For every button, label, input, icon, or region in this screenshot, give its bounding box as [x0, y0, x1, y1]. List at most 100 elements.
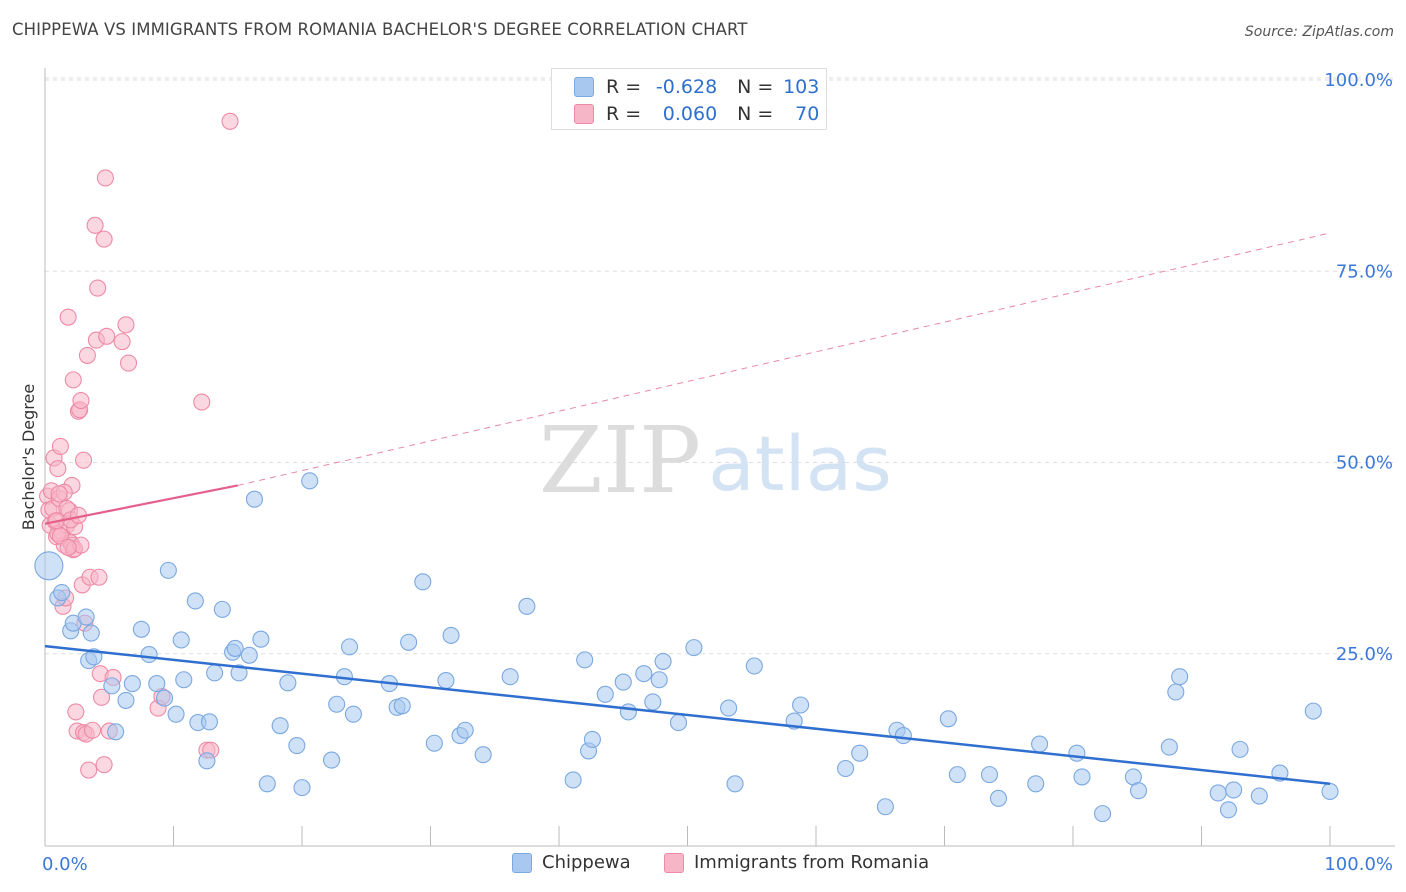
- chippewa-point: [576, 651, 594, 669]
- chippewa-point: [1094, 805, 1112, 823]
- chippewa-point: [720, 699, 738, 717]
- romania-point: [98, 327, 116, 345]
- chippewa-point: [644, 693, 662, 711]
- chippewa-point: [414, 573, 432, 591]
- chippewa-point: [685, 639, 703, 657]
- chippewa-point: [669, 714, 688, 732]
- legend-item-chippewa[interactable]: Chippewa: [512, 852, 631, 873]
- chippewa-point: [989, 789, 1008, 807]
- legend-label-chippewa: Chippewa: [542, 852, 631, 873]
- romania-point: [78, 346, 96, 364]
- chippewa-point: [425, 734, 443, 752]
- chippewa-point: [226, 639, 244, 657]
- chippewa-point: [650, 671, 668, 689]
- chippewa-point: [186, 592, 204, 610]
- chippewa-point: [213, 600, 231, 618]
- chippewa-point: [271, 717, 289, 735]
- chippewa-point: [1027, 775, 1045, 793]
- romania-point: [59, 538, 77, 556]
- chippewa-point: [245, 490, 264, 508]
- romania-point: [95, 756, 113, 774]
- y-tick-label: 50.0%: [1336, 453, 1393, 474]
- chippewa-point: [745, 657, 763, 675]
- chippewa-point: [980, 766, 999, 784]
- chippewa-point: [323, 751, 341, 769]
- chippewa-point: [167, 705, 185, 723]
- x-tick-label-min: 0.0%: [42, 854, 88, 875]
- romania-point: [113, 333, 131, 351]
- source-credit: Source: ZipAtlas.com: [1244, 24, 1394, 40]
- chippewa-point: [279, 674, 297, 692]
- chippewa-point: [619, 703, 637, 721]
- romania-point: [50, 485, 68, 503]
- chippewa-point: [132, 620, 150, 638]
- watermark-atlas: atlas: [708, 419, 892, 508]
- chippewa-point: [175, 671, 193, 689]
- chippewa-point: [159, 561, 177, 579]
- chippewa-point: [198, 752, 216, 770]
- chippewa-point: [1304, 702, 1322, 720]
- chippewa-point: [148, 675, 166, 693]
- chippewa-point: [948, 766, 966, 784]
- trend-lines: [44, 232, 1331, 786]
- chippewa-point: [206, 664, 224, 682]
- series-legend: Chippewa Immigrants from Romania: [0, 852, 1406, 878]
- romania-point: [51, 437, 69, 455]
- romania-point: [86, 216, 104, 234]
- chippewa-point: [474, 746, 492, 764]
- chippewa-point: [288, 736, 306, 755]
- romania-point: [92, 688, 111, 706]
- chippewa-point: [252, 630, 270, 648]
- chippewa-point: [200, 713, 219, 731]
- legend-label-romania: Immigrants from Romania: [694, 852, 930, 873]
- chippewa-point: [107, 723, 125, 741]
- chippewa-point: [258, 775, 276, 793]
- chippewa-point: [293, 779, 311, 797]
- romania-trend-line: [44, 484, 238, 525]
- watermark-zip: ZIP: [539, 407, 701, 514]
- chippewa-point: [301, 472, 319, 490]
- chippewa-point: [117, 691, 135, 709]
- romania-swatch: [574, 104, 594, 124]
- chippewa-point: [1250, 787, 1268, 805]
- correlation-legend: R = -0.628 N = 103 R = 0.060 N = 70: [551, 68, 827, 130]
- romania-swatch: [664, 852, 684, 873]
- romania-point: [64, 371, 82, 389]
- chippewa-point: [939, 710, 957, 728]
- legend-item-romania[interactable]: Immigrants from Romania: [664, 852, 929, 873]
- chippewa-point: [654, 652, 672, 670]
- chippewa-point: [564, 771, 582, 789]
- chippewa-point: [876, 798, 894, 816]
- chippewa-point: [1209, 784, 1227, 802]
- chippewa-point: [1225, 781, 1243, 799]
- gridlines: [45, 77, 1395, 655]
- chippewa-point: [172, 631, 190, 649]
- chippewa-point: [894, 727, 912, 745]
- chippewa-point: [1321, 782, 1339, 801]
- r-value-romania: 0.060: [662, 103, 718, 125]
- chippewa-point: [393, 697, 411, 715]
- romania-point: [193, 393, 211, 411]
- chippewa-point: [103, 677, 121, 695]
- r-label: R =: [606, 103, 642, 125]
- axes: [44, 68, 1395, 847]
- chippewa-point: [1160, 738, 1178, 756]
- romania-point: [75, 451, 93, 469]
- y-tick-label: 75.0%: [1336, 261, 1393, 282]
- chippewa-point: [726, 775, 744, 793]
- romania-point: [83, 721, 102, 739]
- chippewa-point: [155, 689, 174, 707]
- chippewa-point: [442, 626, 460, 644]
- chippewa-point: [583, 730, 601, 748]
- r-label: R =: [606, 76, 642, 98]
- romania-point: [49, 460, 67, 478]
- chippewa-point: [123, 675, 141, 693]
- chippewa-point: [851, 744, 869, 762]
- chippewa-point: [1219, 801, 1238, 819]
- chippewa-point: [635, 665, 653, 683]
- chippewa-point: [501, 668, 519, 686]
- chippewa-swatch: [574, 77, 594, 97]
- chippewa-point: [1129, 782, 1148, 800]
- y-tick-label: 25.0%: [1336, 644, 1393, 665]
- chippewa-point: [1231, 740, 1249, 758]
